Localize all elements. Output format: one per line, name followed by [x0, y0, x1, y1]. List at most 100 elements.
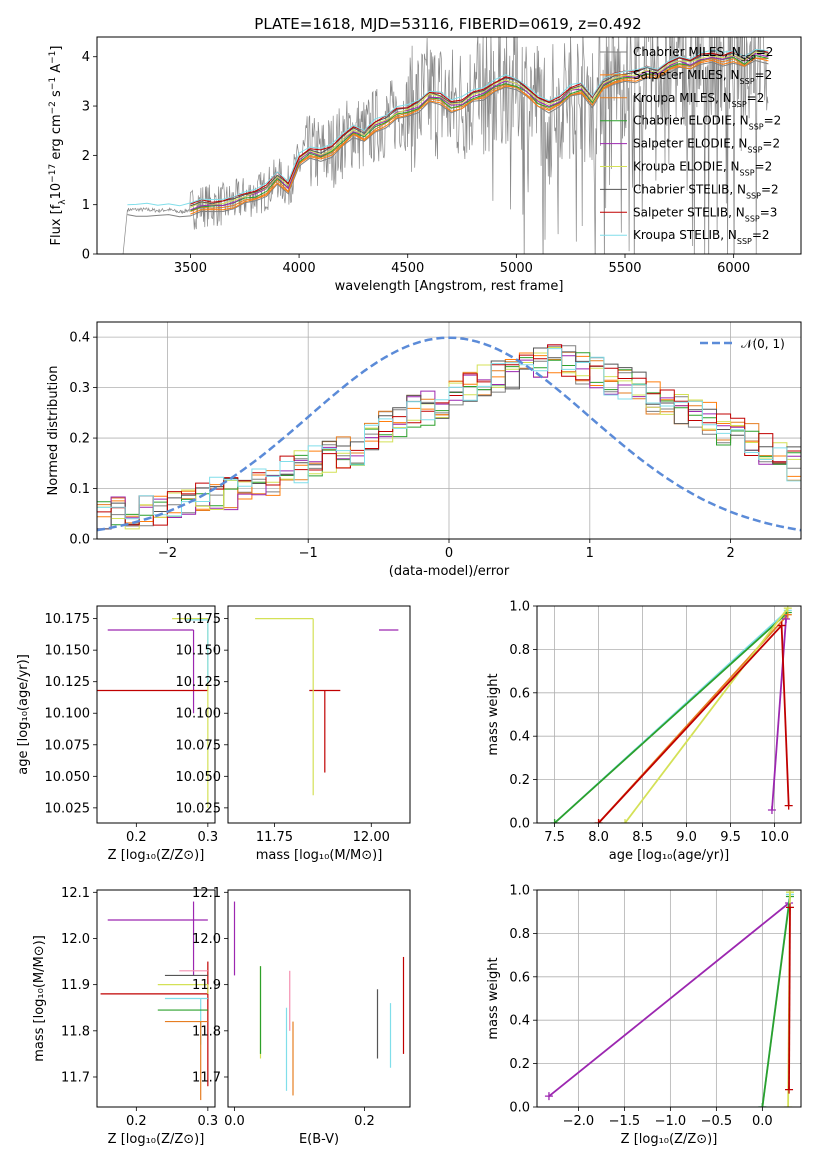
y-tick-label: 0.8: [509, 643, 530, 658]
x-axis-label: Z [log₁₀(Z/Z⊙)]: [621, 1132, 718, 1147]
y-tick-label: 10.125: [45, 675, 91, 690]
y-tick-label: 1.0: [509, 600, 530, 615]
y-tick-label: 11.7: [192, 1070, 221, 1085]
y-tick-label: 0.6: [509, 970, 530, 985]
weight-marker: [783, 606, 792, 613]
x-tick-label: 5500: [608, 261, 641, 276]
y-tick-label: 0.0: [509, 817, 530, 832]
x-tick-label: 11.75: [256, 830, 293, 845]
y-tick-label: 0.2: [509, 1057, 530, 1072]
ebv_vs_mass-frame: [227, 889, 411, 1108]
weight-line-7: [780, 625, 790, 806]
normal-legend-label: 𝒩(0, 1): [741, 337, 785, 351]
normal-curve: [97, 336, 801, 532]
model-line-6: [190, 51, 769, 208]
x-axis-label: (data-model)/error: [389, 564, 510, 579]
model-line-5: [190, 53, 769, 211]
residual-histogram-9: [97, 348, 801, 520]
weight-marker: [550, 819, 559, 823]
mass_vs_age-axes: 11.75 12.00 10.025 10.050 10.075 10.100 10.125…: [176, 612, 390, 863]
legend-entry: Chabrier ELODIE, NSSP=2: [633, 114, 781, 132]
y-tick-label: 10.025: [45, 801, 91, 816]
weight-marker: [785, 903, 794, 912]
y-tick-label: 0.1: [69, 482, 90, 497]
y-tick-label: 0.2: [509, 773, 530, 788]
weight-marker: [777, 621, 786, 630]
spectrum-frame: [96, 36, 802, 255]
x-tick-label: 0.2: [354, 1114, 375, 1129]
y-tick-label: 0.3: [69, 381, 90, 396]
y-axis-label: mass weight: [486, 957, 501, 1039]
y-tick-label: 1.0: [509, 884, 530, 899]
x-axis-label: age [log₁₀(age/yr)]: [609, 848, 730, 863]
y-tick-label: 10.100: [45, 707, 91, 722]
x-tick-label: 0.2: [126, 1114, 147, 1129]
mass_vs_age-frame: [227, 605, 411, 824]
age_weights-plot: [550, 606, 793, 823]
y-tick-label: 11.8: [61, 1024, 90, 1039]
y-tick-label: 10.100: [176, 707, 222, 722]
z_vs_age-plot: [97, 618, 209, 808]
y-tick-label: 4: [82, 50, 90, 65]
residual-histogram-7: [97, 347, 801, 530]
y-tick-label: 0.4: [509, 730, 530, 745]
x-tick-label: 1: [586, 546, 594, 561]
legend-entry: Chabrier MILES, NSSP=2: [633, 45, 773, 63]
mass_vs_age-plot: [255, 618, 399, 796]
weight-line-1: [548, 902, 790, 1097]
y-tick-label: 10.050: [45, 770, 91, 785]
residuals-plot: [97, 336, 801, 532]
y-axis-label: Flux [fλ10−17 erg cm−2 s−1 A−1]: [48, 46, 68, 246]
x-tick-label: 10.0: [760, 830, 789, 845]
x-tick-label: 7.5: [544, 830, 565, 845]
x-tick-label: 0.0: [752, 1114, 773, 1129]
y-tick-label: 10.150: [45, 644, 91, 659]
legend-entry: Salpeter ELODIE, NSSP=2: [633, 137, 780, 155]
y-axis-label: mass weight: [486, 673, 501, 755]
x-tick-label: 3500: [174, 261, 207, 276]
model-line-3: [190, 57, 769, 213]
z_vs_mass-frame: [96, 889, 216, 1108]
y-tick-label: 10.050: [176, 770, 222, 785]
y-tick-label: 11.7: [61, 1070, 90, 1085]
x-tick-label: 9.0: [676, 830, 697, 845]
x-tick-label: 0.3: [198, 830, 219, 845]
weight-marker: [782, 615, 791, 624]
x-tick-label: 4000: [283, 261, 316, 276]
residual-histogram-6: [97, 347, 801, 530]
y-tick-label: 11.8: [192, 1024, 221, 1039]
y-tick-label: 10.075: [176, 738, 222, 753]
x-tick-label: 4500: [391, 261, 424, 276]
model-line-1: [127, 59, 769, 218]
weight-marker: [594, 819, 603, 823]
y-tick-label: 10.150: [176, 644, 222, 659]
y-tick-label: 2: [82, 149, 90, 164]
z_vs_mass-axes: 0.2 0.3 11.7 11.8 11.9 12.0 12.1 Z [log₁₀(Z/Z⊙)…: [32, 886, 218, 1147]
x-tick-label: 2: [726, 546, 734, 561]
x-axis-label: E(B-V): [299, 1132, 339, 1147]
y-tick-label: 0.4: [509, 1014, 530, 1029]
legend-entry: Salpeter STELIB, NSSP=3: [633, 205, 777, 223]
y-tick-label: 0.8: [509, 927, 530, 942]
x-tick-label: −0.5: [701, 1114, 733, 1129]
x-tick-label: 5000: [500, 261, 533, 276]
x-tick-label: 8.0: [588, 830, 609, 845]
spectrum-legend: Chabrier MILES, NSSP=2 Salpeter MILES, NS…: [600, 45, 781, 246]
y-tick-label: 0: [82, 248, 90, 263]
y-tick-label: 11.9: [192, 978, 221, 993]
y-tick-label: 12.1: [61, 886, 90, 901]
x-tick-label: 0.2: [126, 830, 147, 845]
residuals-frame: [96, 321, 802, 540]
x-axis-label: Z [log₁₀(Z/Z⊙)]: [108, 848, 205, 863]
x-tick-label: 9.5: [720, 830, 741, 845]
y-axis-label: Normed distribution: [46, 366, 61, 496]
z_weights-plot: [544, 890, 794, 1107]
y-axis-label: mass [log₁₀(M/M⊙)]: [32, 935, 47, 1062]
y-tick-label: 10.175: [45, 612, 91, 627]
residual-histogram-2: [97, 351, 801, 524]
weight-line-3: [761, 896, 791, 1107]
spectrum-data-line: [122, 37, 769, 254]
y-tick-label: 10.075: [45, 738, 91, 753]
weight-line-5: [788, 907, 791, 1090]
age_weights-axes: 7.5 8.0 8.5 9.0 9.5 10.0 0.0 0.2 0.4 0.6 0.8 1.0 age…: [486, 600, 801, 863]
